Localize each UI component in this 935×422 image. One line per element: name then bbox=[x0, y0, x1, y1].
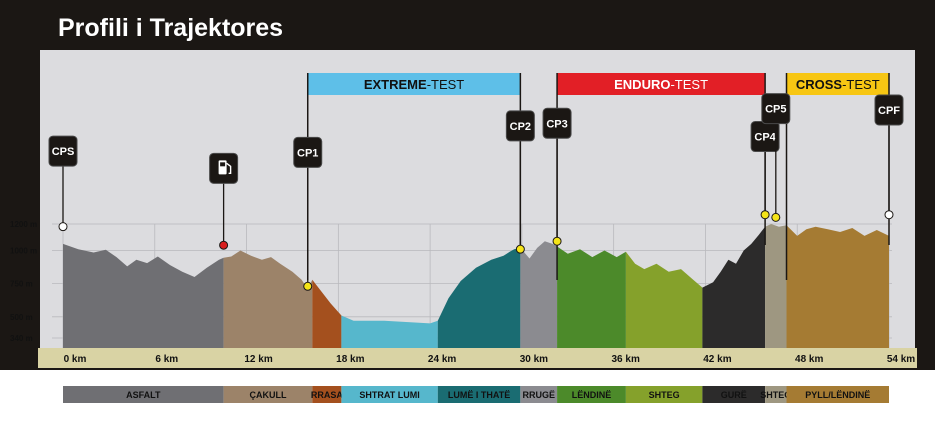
x-tick-label: 30 km bbox=[520, 354, 548, 365]
chart-title: Profili i Trajektores bbox=[58, 14, 283, 42]
profile-areas bbox=[63, 224, 889, 348]
surface-legend: ASFALT ÇAKULL RRASA SHTRAT LUMI LUMË I THATË… bbox=[63, 386, 889, 403]
checkpoint-dot bbox=[771, 212, 781, 222]
section-name: CROSS bbox=[796, 77, 843, 92]
surface-segment bbox=[341, 315, 438, 348]
legend-swatch bbox=[341, 386, 438, 403]
checkpoint-dot bbox=[219, 240, 229, 250]
section-name: ENDURO bbox=[614, 77, 670, 92]
legend-swatch bbox=[765, 386, 787, 403]
legend-label: SHTEG bbox=[649, 390, 680, 400]
checkpoint-box bbox=[761, 93, 791, 125]
checkpoint-box bbox=[874, 94, 904, 126]
legend-swatch bbox=[520, 386, 558, 403]
surface-segment bbox=[625, 251, 703, 348]
checkpoint-label: CPS bbox=[52, 146, 75, 158]
legend-label: LUMË I THATË bbox=[448, 390, 510, 400]
legend-swatch bbox=[625, 386, 703, 403]
section-banner bbox=[786, 73, 889, 95]
checkpoint-dot bbox=[303, 281, 313, 291]
legend-label: RRASA bbox=[311, 390, 344, 400]
x-axis-labels: 0 km 6 km 12 km 18 km 24 km 30 km 36 km 42 km 48… bbox=[64, 354, 916, 365]
x-tick-label: 12 km bbox=[244, 354, 272, 365]
section-label: EXTREME-TEST bbox=[364, 77, 464, 92]
checkpoint-dot bbox=[58, 222, 68, 232]
checkpoint-label: CP4 bbox=[754, 132, 776, 144]
section-banner bbox=[557, 73, 766, 95]
x-tick-label: 48 km bbox=[795, 354, 823, 365]
x-axis-bar bbox=[38, 348, 917, 368]
legend-swatch bbox=[312, 386, 342, 403]
section-label: ENDURO-TEST bbox=[614, 77, 708, 92]
legend-label: SHTEG bbox=[760, 390, 791, 400]
checkpoint-box bbox=[505, 110, 535, 142]
legend-label: PYLL/LËNDINË bbox=[805, 390, 870, 400]
surface-segment bbox=[557, 246, 626, 348]
section-label: CROSS-TEST bbox=[796, 77, 880, 92]
checkpoint-dot bbox=[760, 210, 770, 220]
checkpoint-box bbox=[293, 136, 323, 168]
y-tick-label: 1200 m bbox=[10, 220, 37, 229]
y-tick-label: 500 m bbox=[10, 313, 33, 322]
surface-segment bbox=[63, 243, 224, 348]
section-banner bbox=[307, 73, 521, 95]
legend-swatch bbox=[223, 386, 313, 403]
checkpoint-markers: CPS CP1 CP2 CP3 CP4 CP5 CPF bbox=[48, 93, 904, 291]
legend-label: ÇAKULL bbox=[249, 390, 286, 400]
checkpoint-label: CP5 bbox=[765, 104, 786, 116]
checkpoint-label: CP1 bbox=[297, 147, 318, 159]
x-tick-label: 6 km bbox=[155, 354, 178, 365]
checkpoint-box bbox=[48, 135, 78, 167]
checkpoint-dot bbox=[884, 210, 894, 220]
legend-swatch bbox=[63, 386, 224, 403]
section-suffix: -TEST bbox=[842, 77, 880, 92]
checkpoint-label: CPF bbox=[878, 105, 900, 117]
surface-segment bbox=[702, 226, 766, 348]
legend-label: SHTRAT LUMI bbox=[359, 390, 419, 400]
legend-swatch bbox=[557, 386, 626, 403]
surface-segment bbox=[786, 225, 889, 348]
checkpoint-label: CP2 bbox=[510, 121, 531, 133]
surface-segment bbox=[437, 247, 521, 348]
x-tick-label: 24 km bbox=[428, 354, 456, 365]
legend-label: ASFALT bbox=[126, 390, 161, 400]
y-axis-labels: 340 m 500 m 750 m 1000 m 1200 m bbox=[10, 220, 37, 343]
surface-segment bbox=[765, 224, 787, 348]
x-tick-label: 18 km bbox=[336, 354, 364, 365]
legend-label: RRUGË bbox=[522, 390, 555, 400]
y-tick-label: 750 m bbox=[10, 280, 33, 289]
x-tick-label: 42 km bbox=[703, 354, 731, 365]
x-tick-label: 0 km bbox=[64, 354, 87, 365]
test-section-banners: EXTREME-TEST ENDURO-TEST CROSS-TEST bbox=[306, 73, 890, 280]
surface-segment bbox=[520, 241, 558, 348]
legend-label: LËNDINË bbox=[572, 390, 612, 400]
fuel-hose bbox=[226, 162, 232, 175]
y-tick-label: 340 m bbox=[10, 334, 33, 343]
section-name: EXTREME bbox=[364, 77, 427, 92]
surface-segment bbox=[312, 279, 342, 348]
x-tick-label: 54 km bbox=[887, 354, 915, 365]
checkpoint-dot bbox=[552, 236, 562, 246]
legend-swatch bbox=[786, 386, 889, 403]
checkpoint-label: CP3 bbox=[546, 118, 567, 130]
legend-label: GURË bbox=[721, 390, 747, 400]
checkpoint-box bbox=[542, 107, 572, 139]
fuel-pump-window bbox=[220, 162, 226, 167]
legend-swatch bbox=[702, 386, 766, 403]
surface-segment bbox=[223, 250, 313, 348]
x-tick-label: 36 km bbox=[611, 354, 639, 365]
checkpoint-dot bbox=[515, 244, 525, 254]
y-tick-label: 1000 m bbox=[10, 247, 37, 256]
section-suffix: -TEST bbox=[427, 77, 465, 92]
section-suffix: -TEST bbox=[670, 77, 708, 92]
legend-swatch bbox=[437, 386, 521, 403]
